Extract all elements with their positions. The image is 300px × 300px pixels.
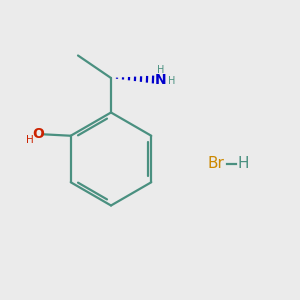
Text: Br: Br [208,156,224,171]
Text: H: H [168,76,175,86]
Text: H: H [26,135,34,145]
Text: O: O [33,127,45,141]
Text: N: N [155,73,166,86]
Text: H: H [237,156,249,171]
Text: H: H [157,64,164,75]
